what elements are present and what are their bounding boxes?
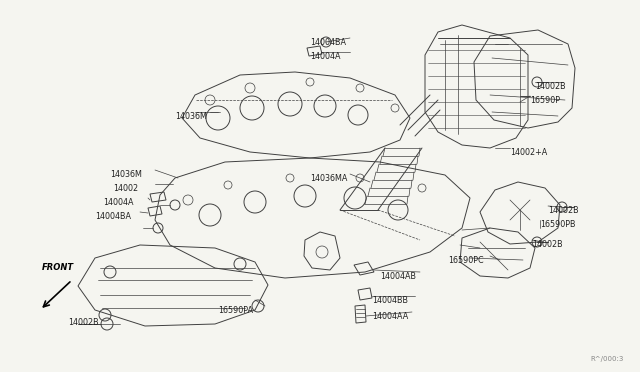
Text: 14002B: 14002B [535, 82, 566, 91]
Text: 14036M: 14036M [175, 112, 207, 121]
Text: FRONT: FRONT [42, 263, 74, 272]
Text: 14004BA: 14004BA [95, 212, 131, 221]
Text: 14036M: 14036M [110, 170, 142, 179]
Text: 14002B: 14002B [68, 318, 99, 327]
Text: 16590PC: 16590PC [448, 256, 484, 265]
Text: 16590PB: 16590PB [540, 220, 575, 229]
Text: 14002+A: 14002+A [510, 148, 547, 157]
Text: 14004AA: 14004AA [372, 312, 408, 321]
Text: 14004BB: 14004BB [372, 296, 408, 305]
Text: 14036MA: 14036MA [310, 174, 348, 183]
Text: 14004AB: 14004AB [380, 272, 416, 281]
Text: 14002B: 14002B [532, 240, 563, 249]
Text: 16590PA: 16590PA [218, 306, 253, 315]
Text: 14004A: 14004A [310, 52, 340, 61]
Text: R^/000:3: R^/000:3 [590, 356, 623, 362]
Text: 14002B: 14002B [548, 206, 579, 215]
Text: 14004BA: 14004BA [310, 38, 346, 47]
Text: 14002: 14002 [113, 184, 138, 193]
Text: 16590P: 16590P [530, 96, 560, 105]
Text: 14004A: 14004A [103, 198, 134, 207]
